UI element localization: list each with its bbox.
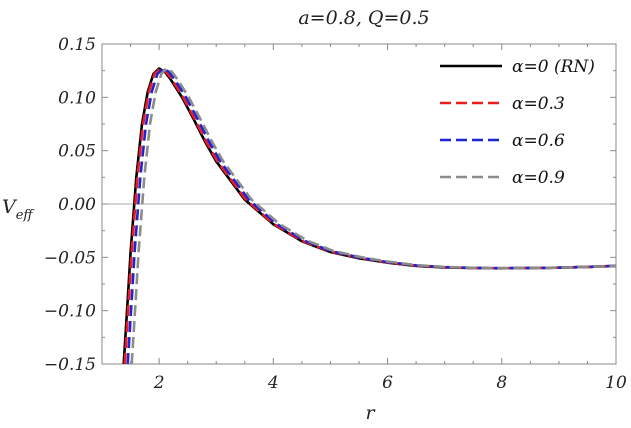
chart-title: a=0.8, Q=0.5 [298,7,429,29]
y-tick-label: −0.10 [44,302,96,322]
x-axis-ticks: 2 4 6 8 10 [101,44,627,393]
x-tick-label: 2 [153,373,165,393]
x-tick-label: 4 [267,373,279,393]
y-tick-label: −0.15 [44,355,96,375]
series-lines [122,67,616,364]
y-tick-label: 0.00 [58,195,96,215]
y-tick-label: −0.05 [44,248,96,268]
x-tick-label: 10 [605,373,627,393]
y-axis-label: Veff [2,196,35,223]
legend-label-3: α=0.9 [512,168,565,188]
x-axis-label: r [365,402,376,424]
legend-label-2: α=0.6 [512,131,565,151]
y-tick-label: 0.15 [58,35,96,55]
plot-area: 0.15 0.10 0.05 0.00 −0.05 −0.10 −0.15 2 4 6 8 10 [44,35,627,393]
series-line-1 [123,67,616,364]
legend-label-0: α=0 (RN) [512,57,595,77]
y-axis-ticks: 0.15 0.10 0.05 0.00 −0.05 −0.10 −0.15 [44,35,616,375]
y-tick-label: 0.05 [58,142,96,162]
x-tick-label: 8 [496,373,507,393]
y-axis-label-main: V [2,196,18,218]
y-tick-label: 0.10 [58,88,96,108]
legend-label-1: α=0.3 [512,94,565,114]
y-axis-label-sub: eff [16,208,36,223]
x-tick-label: 6 [382,373,393,393]
legend: α=0 (RN) α=0.3 α=0.6 α=0.9 [440,57,595,188]
series-line-3 [130,67,616,364]
